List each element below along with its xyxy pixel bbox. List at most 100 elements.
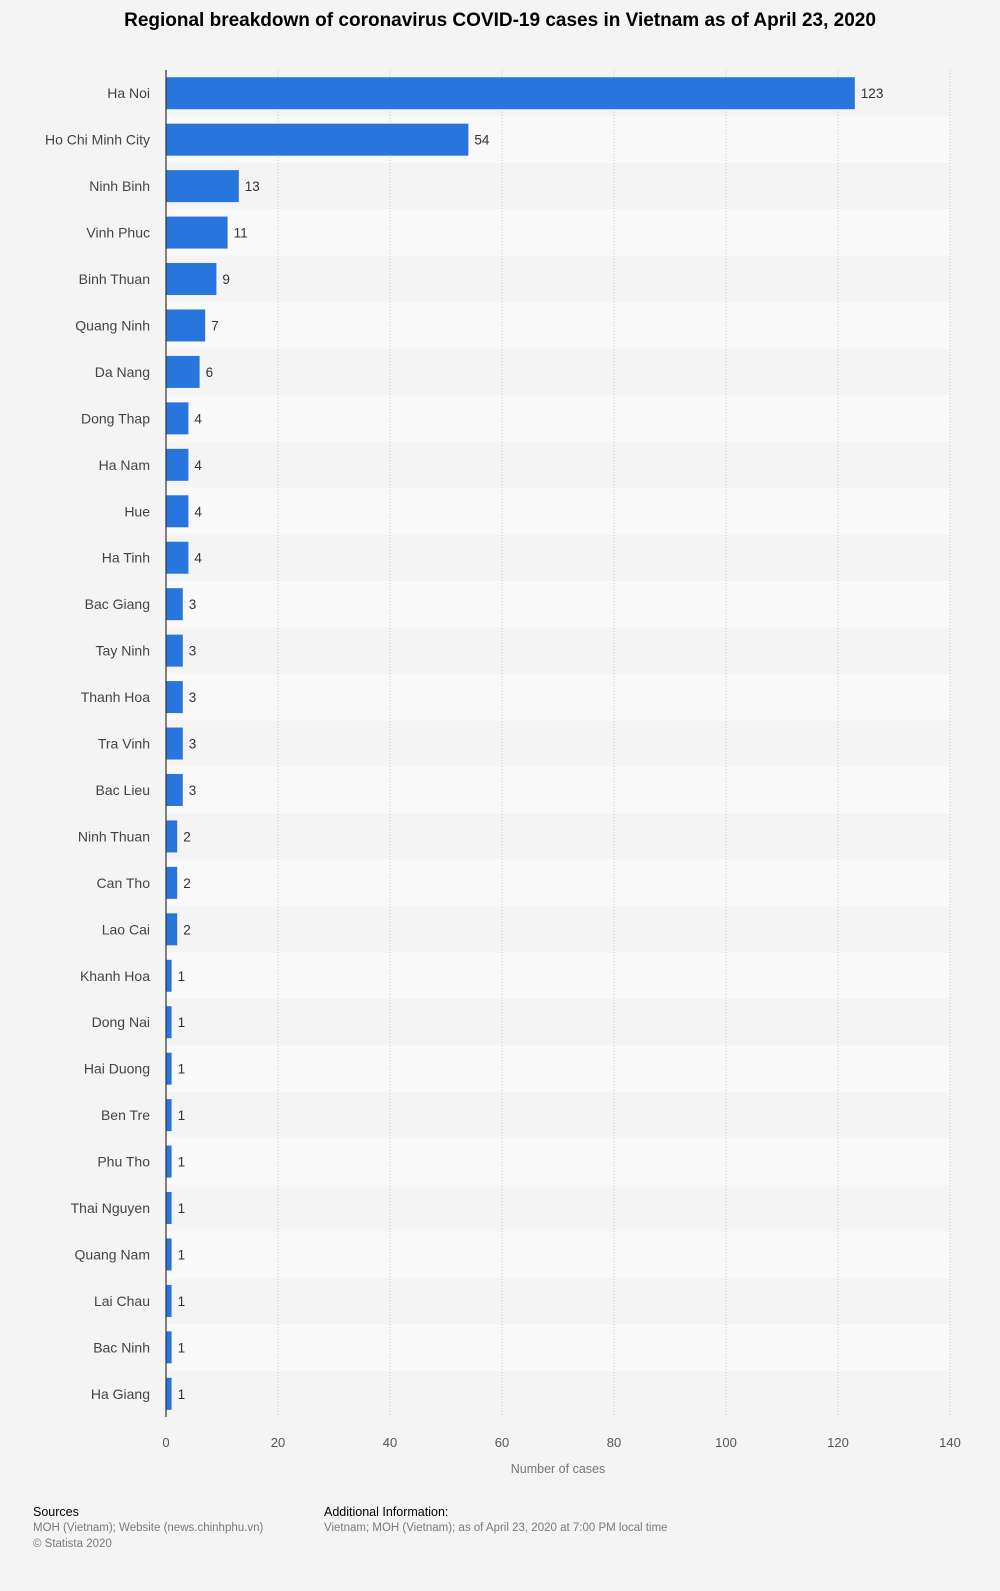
bar: [166, 263, 217, 296]
sources-text: MOH (Vietnam); Website (news.chinhphu.vn…: [33, 1522, 264, 1534]
value-label: 1: [178, 1340, 186, 1355]
bar: [166, 913, 178, 946]
value-label: 9: [222, 272, 230, 287]
category-label: Dong Thap: [81, 410, 150, 426]
value-label: 123: [861, 86, 884, 101]
value-label: 2: [183, 922, 191, 937]
category-label: Ben Tre: [101, 1107, 150, 1123]
bar-chart: Ha Noi Ho Chi Minh City Ninh Binh Vinh Phuc…: [45, 70, 961, 1476]
bar: [166, 355, 200, 388]
bar: [166, 216, 228, 249]
category-label: Hue: [124, 503, 150, 519]
bar: [166, 77, 855, 110]
category-label: Can Tho: [97, 875, 151, 891]
row-stripe: [166, 1324, 950, 1371]
additional-info-block: Additional Information: Vietnam; MOH (Vi…: [324, 1504, 667, 1536]
category-label: Dong Nai: [92, 1014, 150, 1030]
bar: [166, 959, 172, 992]
row-stripes: [166, 116, 950, 1371]
bar: [166, 1377, 172, 1410]
row-stripe: [166, 302, 950, 349]
x-tick-label: 40: [383, 1435, 397, 1450]
bar: [166, 1006, 172, 1039]
value-label: 1: [178, 1201, 186, 1216]
value-label: 3: [189, 690, 197, 705]
value-label: 13: [245, 179, 260, 194]
row-stripe: [166, 766, 950, 814]
bar: [166, 820, 178, 853]
category-label: Ha Nam: [99, 457, 150, 473]
bars: [166, 77, 855, 1410]
row-stripe: [166, 859, 950, 907]
row-stripe: [166, 1045, 950, 1092]
copyright-text: © Statista 2020: [33, 1538, 112, 1550]
bar: [166, 866, 178, 899]
bar: [166, 588, 183, 621]
category-label: Lai Chau: [94, 1293, 150, 1309]
value-label: 1: [178, 1294, 186, 1309]
value-label: 6: [206, 365, 214, 380]
sources-block: Sources MOH (Vietnam); Website (news.chi…: [33, 1504, 263, 1552]
bar: [166, 1145, 172, 1178]
category-label: Quang Ninh: [75, 317, 150, 333]
value-label: 1: [178, 1108, 186, 1123]
x-tick-labels: 0 20 40 60 80 100 120 140: [162, 1435, 960, 1450]
category-label: Thanh Hoa: [81, 689, 150, 705]
x-tick-label: 120: [827, 1435, 849, 1450]
bar: [166, 1284, 172, 1317]
x-tick-label: 140: [939, 1435, 961, 1450]
bar: [166, 123, 469, 156]
x-axis-label: Number of cases: [511, 1462, 605, 1476]
row-stripe: [166, 952, 950, 999]
category-label: Hai Duong: [84, 1061, 150, 1077]
value-label: 1: [178, 1387, 186, 1402]
category-label: Vinh Phuc: [86, 225, 150, 241]
additional-info-heading: Additional Information:: [324, 1505, 449, 1519]
bar: [166, 1099, 172, 1132]
bar: [166, 448, 189, 481]
row-stripe: [166, 673, 950, 721]
value-label: 1: [178, 1015, 186, 1030]
bar: [166, 634, 183, 667]
category-label: Ninh Binh: [89, 178, 150, 194]
category-label: Bac Giang: [85, 596, 150, 612]
bar: [166, 541, 189, 574]
category-label: Ha Tinh: [102, 550, 150, 566]
category-label: Khanh Hoa: [80, 968, 150, 984]
gridlines: [277, 70, 951, 1418]
row-stripe: [166, 209, 950, 256]
value-label: 3: [189, 644, 197, 659]
x-tick-label: 80: [607, 1435, 621, 1450]
chart-title: Regional breakdown of coronavirus COVID-…: [124, 10, 876, 31]
value-label: 54: [474, 133, 490, 148]
row-stripe: [166, 395, 950, 442]
value-label: 3: [189, 597, 197, 612]
bar: [166, 402, 189, 435]
category-label: Bac Lieu: [96, 782, 150, 798]
category-label: Binh Thuan: [79, 271, 150, 287]
category-label: Phu Tho: [97, 1154, 150, 1170]
bar: [166, 681, 183, 714]
x-tick-label: 100: [715, 1435, 737, 1450]
value-label: 2: [183, 829, 191, 844]
x-tick-label: 60: [495, 1435, 509, 1450]
value-label: 4: [194, 411, 202, 426]
row-stripe: [166, 580, 950, 628]
bar: [166, 309, 206, 342]
sources-heading: Sources: [33, 1505, 79, 1519]
row-stripe: [166, 1231, 950, 1278]
category-labels: Ha Noi Ho Chi Minh City Ninh Binh Vinh Phuc…: [45, 85, 150, 1402]
value-label: 1: [178, 1155, 186, 1170]
category-label: Lao Cai: [102, 921, 150, 937]
category-label: Tra Vinh: [98, 736, 150, 752]
additional-info-text: Vietnam; MOH (Vietnam); as of April 23, …: [324, 1522, 668, 1534]
category-label: Ha Noi: [107, 85, 150, 101]
bar: [166, 773, 183, 806]
value-label: 1: [178, 1247, 186, 1262]
category-label: Ha Giang: [91, 1386, 150, 1402]
value-label: 4: [194, 504, 202, 519]
row-stripe: [166, 1138, 950, 1185]
bar: [166, 1052, 172, 1085]
bar: [166, 1238, 172, 1271]
